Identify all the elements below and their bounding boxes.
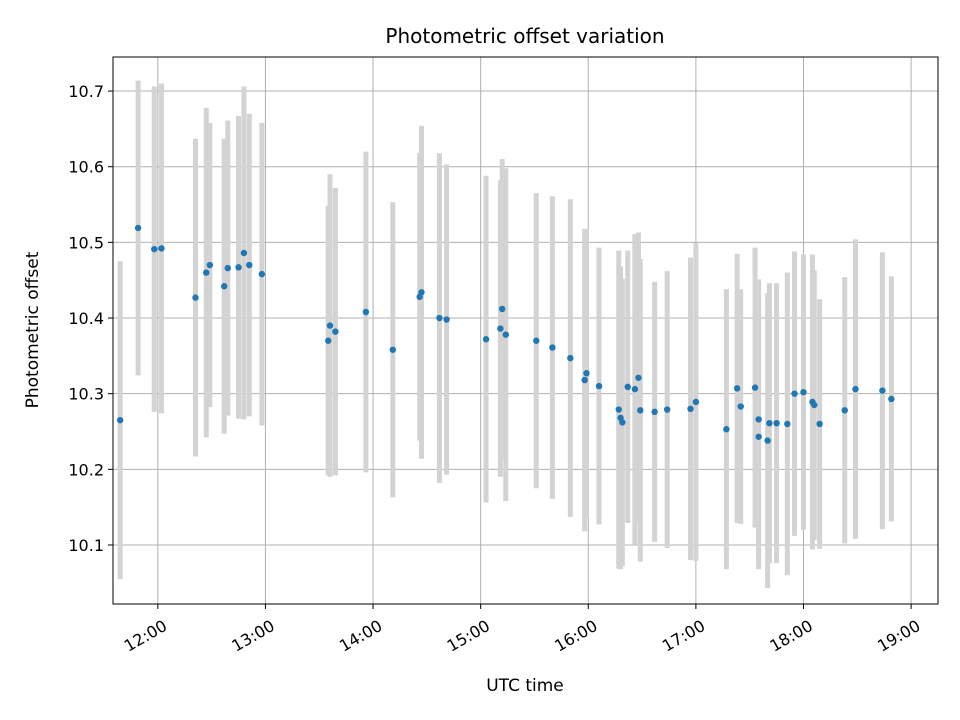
y-axis-title: Photometric offset <box>23 251 43 408</box>
data-point <box>325 337 332 344</box>
data-point <box>581 376 588 384</box>
data-point <box>595 382 603 390</box>
data-point <box>246 261 253 269</box>
data-point <box>766 419 773 427</box>
data-point <box>619 419 626 426</box>
y-tick-label: 10.3 <box>68 385 104 404</box>
y-tick-label: 10.1 <box>68 536 104 555</box>
data-point <box>733 385 741 392</box>
data-point <box>651 408 658 416</box>
data-point <box>498 305 506 313</box>
data-point <box>235 264 242 271</box>
data-point <box>841 407 848 414</box>
data-point <box>755 416 762 423</box>
data-point <box>755 433 762 440</box>
data-point <box>637 407 644 414</box>
data-point <box>635 374 642 381</box>
data-point <box>811 401 818 409</box>
data-point <box>326 322 334 329</box>
chart-title: Photometric offset variation <box>385 24 664 48</box>
y-tick-label: 10.4 <box>68 309 104 328</box>
data-point <box>624 383 631 391</box>
data-point <box>888 395 895 403</box>
data-point <box>791 390 798 397</box>
data-point <box>502 331 509 338</box>
data-point <box>497 325 504 332</box>
data-point <box>206 261 214 269</box>
data-point <box>751 384 759 391</box>
data-point <box>134 224 142 232</box>
data-point <box>723 426 730 433</box>
y-tick-label: 10.5 <box>68 233 104 252</box>
data-point <box>482 336 490 343</box>
data-point <box>116 416 124 424</box>
data-point <box>800 388 807 396</box>
data-point <box>332 328 339 335</box>
data-point <box>737 403 744 410</box>
data-point <box>533 337 540 344</box>
y-tick-label: 10.7 <box>68 82 104 101</box>
grid-layer <box>113 57 938 604</box>
data-point <box>240 249 248 257</box>
data-point <box>583 370 590 377</box>
data-point <box>852 385 859 393</box>
plot-frame <box>112 56 939 605</box>
data-point <box>549 344 556 351</box>
data-point <box>615 406 622 413</box>
data-point <box>692 398 700 406</box>
data-point <box>663 406 671 413</box>
data-point <box>631 385 639 393</box>
data-point <box>784 420 791 428</box>
y-tick-label: 10.6 <box>68 158 104 177</box>
data-point <box>567 354 574 362</box>
data-point <box>443 316 450 323</box>
data-point <box>203 269 210 276</box>
data-point <box>158 245 165 252</box>
data-point <box>224 264 231 272</box>
data-point <box>764 437 771 444</box>
point-layer <box>116 224 895 444</box>
x-axis-title: UTC time <box>486 676 564 696</box>
data-point <box>151 245 158 253</box>
data-point <box>418 289 425 296</box>
y-tick-label: 10.2 <box>68 460 104 479</box>
data-point <box>258 270 266 278</box>
data-point <box>687 405 694 413</box>
data-point <box>816 420 823 428</box>
data-point <box>220 283 228 290</box>
data-point <box>192 294 199 301</box>
data-point <box>436 314 443 322</box>
data-point <box>389 346 396 353</box>
data-point <box>879 387 886 394</box>
data-point <box>773 419 780 427</box>
data-point <box>362 308 370 316</box>
